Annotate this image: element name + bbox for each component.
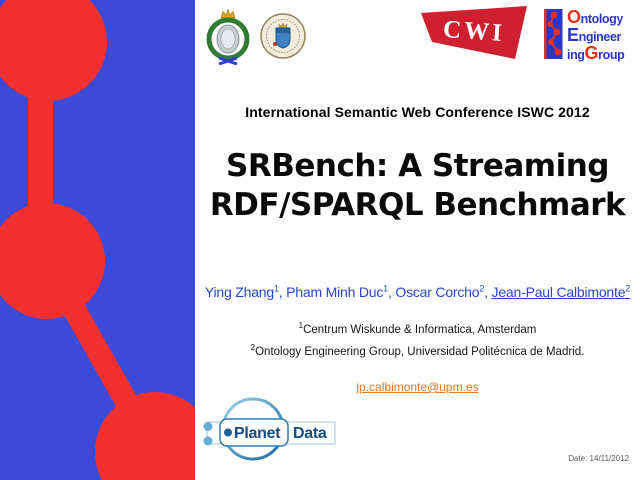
author-link[interactable]: Jean-Paul Calbimonte2: [491, 283, 631, 300]
oeg-letter-g: G: [584, 43, 599, 63]
email-row: jp.calbimonte@upm.es: [195, 378, 640, 396]
university-crest-left-logo: [206, 9, 250, 65]
planet-data-dot: [203, 422, 213, 431]
slide-content: CWI: [195, 0, 640, 480]
slide-title-line2: RDF/SPARQL Benchmark: [209, 187, 626, 223]
oeg-letter-o: O: [567, 7, 581, 27]
oeg-letter-e: E: [567, 25, 579, 45]
authors-line: Ying Zhang1, Pham Minh Duc1, Oscar Corch…: [195, 283, 640, 300]
author: Pham Minh Duc1,: [286, 283, 396, 300]
oeg-word-ntology: ntology: [580, 12, 624, 26]
planet-data-dot: [203, 436, 213, 446]
email-link[interactable]: jp.calbimonte@upm.es: [356, 380, 479, 394]
affiliation-1: 1Centrum Wiskunde & Informatica, Amsterd…: [298, 321, 537, 336]
cwi-logo-text: CWI: [442, 16, 506, 47]
affiliation-2: 2Ontology Engineering Group, Universidad…: [250, 342, 585, 358]
author: Oscar Corcho2,: [395, 283, 492, 300]
oeg-word-roup: roup: [598, 48, 625, 62]
oeg-logo: Ontology Engineer ingGroup: [544, 7, 625, 63]
conference-title: International Semantic Web Conference IS…: [245, 104, 590, 120]
affiliations: 1Centrum Wiskunde & Informatica, Amsterd…: [195, 317, 640, 361]
date-label: Date: 14/11/2012: [568, 454, 629, 463]
planet-data-logo: Planet Data: [203, 397, 336, 461]
planet-data-word2: Data: [293, 425, 327, 442]
cwi-logo: CWI: [421, 6, 527, 59]
university-crest-right-logo: [260, 13, 306, 59]
planet-data-word1: Planet: [234, 425, 281, 442]
oeg-word-ing: ing: [567, 48, 585, 62]
oeg-word-ngineer: ngineer: [578, 30, 622, 44]
oeg-molecule-icon: [544, 9, 563, 59]
oeg-logo-text: Ontology Engineer ingGroup: [567, 7, 625, 63]
crest-row: [205, 9, 306, 65]
slide-title-line1: SRBench: A Streaming: [226, 148, 609, 184]
author: Ying Zhang1,: [204, 283, 287, 300]
molecule-graphic: [0, 0, 195, 480]
slide-title: SRBench: A Streaming RDF/SPARQL Benchmar…: [195, 147, 640, 225]
